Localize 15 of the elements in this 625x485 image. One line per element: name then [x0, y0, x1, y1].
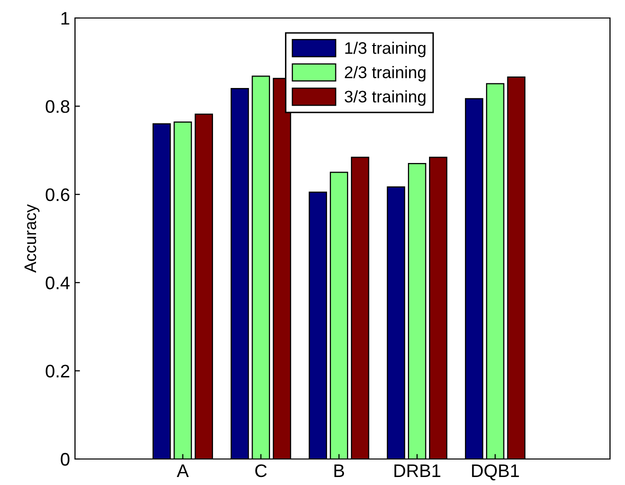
y-tick-label: 0.6 [46, 188, 70, 202]
y-tick-label: 0.8 [46, 100, 70, 113]
y-axis-title: Accuracy [24, 204, 40, 273]
x-tick-label: A [176, 464, 189, 477]
legend-label: 3/3 training [344, 90, 426, 106]
y-tick-label: 0.4 [46, 276, 70, 290]
y-tick-label: 0.2 [46, 364, 70, 378]
x-tick-label: B [334, 464, 344, 477]
legend-label: 1/3 training [345, 42, 426, 58]
y-tick-label: 0 [60, 452, 70, 466]
x-tick-label: DQB1 [472, 464, 519, 480]
y-tick-label: 1 [61, 12, 70, 25]
x-tick-label: C [255, 464, 267, 478]
x-tick-label: DRB1 [394, 464, 440, 477]
legend-label: 2/3 training [344, 66, 426, 82]
